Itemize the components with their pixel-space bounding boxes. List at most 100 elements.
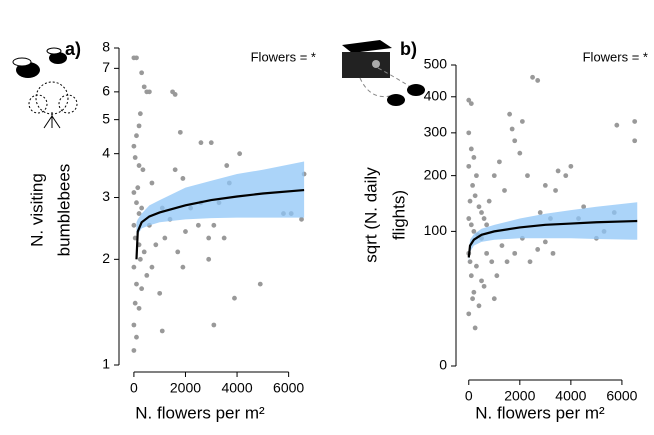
data-point	[468, 146, 474, 152]
data-point	[471, 228, 477, 234]
data-point	[481, 283, 487, 289]
data-point	[537, 210, 543, 215]
y-axis-label: flights)	[389, 190, 408, 240]
data-point	[134, 55, 139, 61]
data-point	[468, 273, 474, 279]
y-tick-label: 500	[424, 56, 448, 72]
data-point	[139, 286, 145, 292]
data-point	[131, 264, 137, 270]
x-tick-label: 6000	[273, 380, 304, 396]
data-point	[466, 216, 472, 221]
data-point	[527, 259, 533, 265]
data-point	[257, 281, 263, 287]
data-point	[140, 167, 146, 173]
data-point	[474, 263, 479, 269]
x-tick-label: 2000	[504, 388, 535, 404]
data-point	[512, 250, 518, 256]
data-point	[299, 216, 304, 222]
data-point	[470, 183, 475, 188]
data-point	[632, 119, 638, 124]
data-point	[466, 130, 472, 136]
data-point	[141, 249, 147, 255]
data-point	[489, 259, 495, 265]
y-tick-label: 300	[424, 124, 448, 140]
data-point	[137, 111, 143, 117]
y-tick-label: 400	[424, 87, 448, 103]
data-point	[471, 155, 477, 160]
x-tick-label: 4000	[555, 388, 586, 404]
data-point	[149, 264, 155, 270]
data-point	[486, 198, 492, 204]
y-tick-label: 3	[102, 188, 110, 204]
data-point	[136, 163, 142, 168]
y-tick-label: 6	[102, 83, 110, 99]
data-point	[131, 222, 137, 228]
data-point	[162, 235, 168, 241]
data-point	[472, 193, 478, 199]
x-axis-label: N. flowers per m²	[475, 403, 605, 422]
y-tick-label: 4	[102, 144, 110, 160]
data-point	[530, 74, 535, 80]
panel-label: b)	[400, 39, 417, 59]
data-point	[195, 222, 201, 228]
data-point	[581, 204, 587, 210]
data-point	[502, 188, 507, 193]
data-point	[135, 185, 141, 191]
data-point	[237, 151, 243, 157]
data-point	[139, 70, 145, 76]
data-point	[491, 296, 497, 302]
y-axis-label: sqrt (N. daily	[361, 167, 380, 263]
data-point	[177, 129, 183, 135]
data-point	[553, 188, 558, 193]
data-point	[467, 259, 473, 265]
data-point	[157, 290, 163, 296]
data-point	[476, 303, 482, 309]
data-point	[632, 138, 638, 144]
data-point	[131, 348, 137, 353]
data-point	[563, 173, 569, 179]
annotation: Flowers = *	[251, 49, 316, 64]
data-point	[542, 239, 548, 245]
data-point	[136, 211, 142, 216]
data-point	[211, 222, 217, 228]
data-point	[134, 281, 139, 287]
y-tick-label: 5	[102, 110, 110, 126]
nest-box-icon	[342, 40, 425, 106]
data-point	[484, 222, 490, 228]
data-point	[525, 173, 530, 179]
fit-line	[467, 219, 638, 258]
data-point	[131, 143, 137, 149]
data-point	[172, 167, 178, 173]
data-point	[535, 247, 541, 252]
data-point	[134, 200, 139, 206]
data-point	[535, 78, 541, 83]
data-point	[499, 243, 505, 249]
data-point	[494, 273, 500, 279]
data-point	[134, 334, 139, 340]
y-tick-label: 8	[102, 39, 110, 55]
data-point	[512, 138, 518, 144]
data-point	[509, 126, 515, 132]
data-point	[491, 173, 497, 179]
data-point	[146, 89, 152, 95]
data-point	[183, 229, 188, 234]
bee-icon	[12, 47, 67, 78]
data-point	[131, 322, 137, 328]
data-point	[474, 173, 479, 179]
data-point	[172, 92, 178, 97]
data-point	[555, 168, 561, 174]
data-point	[471, 289, 477, 295]
data-point	[466, 311, 472, 317]
y-tick-label: 1	[102, 356, 110, 372]
data-point	[542, 183, 548, 188]
data-point	[132, 155, 138, 160]
data-point	[144, 272, 150, 278]
data-point	[507, 111, 513, 117]
confidence-band	[468, 202, 638, 262]
y-axis-label: N. visiting	[27, 173, 46, 247]
data-point	[466, 97, 472, 103]
flower-icon	[28, 81, 78, 129]
data-point	[134, 133, 139, 139]
panel-label: a)	[65, 39, 81, 59]
